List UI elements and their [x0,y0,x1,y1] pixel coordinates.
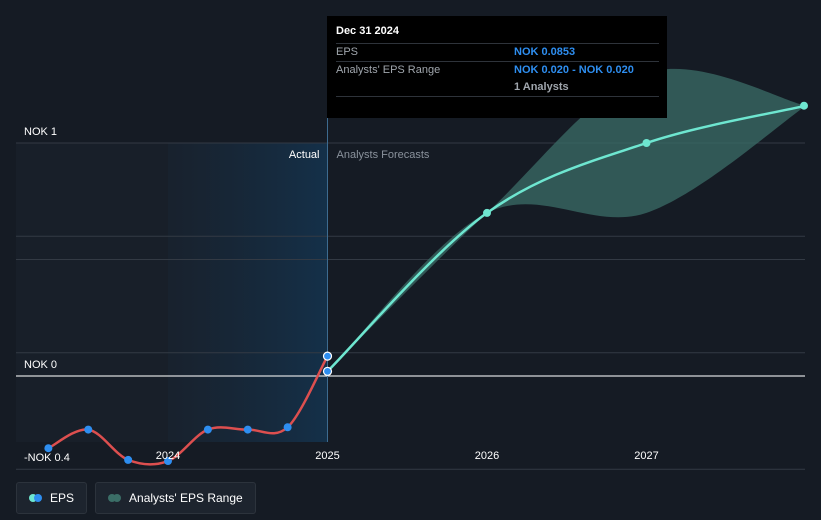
eps-point [44,444,53,453]
forecast-point [642,139,651,147]
eps-point [322,351,333,361]
forecast-label: Analysts Forecasts [337,149,430,161]
tooltip-row-range: Analysts' EPS Range NOK 0.020 - NOK 0.02… [336,61,659,97]
eps-point [164,457,172,466]
eps-point [84,425,93,434]
tooltip-value: NOK 0.0853 [514,46,576,58]
x-axis-tick-label: 2024 [156,450,180,462]
actual-region [168,143,328,442]
tooltip-key: Analysts' EPS Range [336,64,441,76]
forecast-line [326,104,807,373]
tooltip-key: EPS [336,46,359,58]
history-shade [16,143,168,442]
eps-point [124,455,133,464]
tooltip-date: Dec 31 2024 [336,25,399,37]
y-axis-label: -NOK 0.4 [24,452,70,464]
legend-label: EPS [50,491,75,505]
forecast-point [800,101,808,110]
legend-label: Analysts' EPS Range [129,491,243,505]
legend-item-eps-range[interactable]: Analysts' EPS Range [95,482,256,514]
tooltip-analyst-count: 1 Analysts [514,81,569,93]
hover-tooltip: Dec 31 2024 EPS NOK 0.0853 Analysts' EPS… [327,16,667,118]
tooltip-row-eps: EPS NOK 0.0853 [336,43,659,61]
x-axis-tick-label: 2027 [634,450,658,462]
legend-swatch-icon [29,494,43,502]
eps-point [243,425,252,434]
y-axis-label: NOK 0 [24,359,57,371]
y-axis-label: NOK 1 [24,126,57,138]
eps-point [283,423,292,432]
eps-point [203,425,212,434]
chart-legend: EPS Analysts' EPS Range [16,482,256,514]
forecast-point [483,208,491,217]
legend-item-eps[interactable]: EPS [16,482,88,514]
tooltip-value: NOK 0.020 - NOK 0.020 [514,64,634,76]
x-axis-tick-label: 2026 [475,450,499,462]
forecast-point [322,366,333,376]
actual-label: Actual [289,149,320,161]
forecast-range-band [327,68,806,372]
legend-swatch-icon [108,494,122,502]
x-axis-tick-label: 2025 [315,450,339,462]
